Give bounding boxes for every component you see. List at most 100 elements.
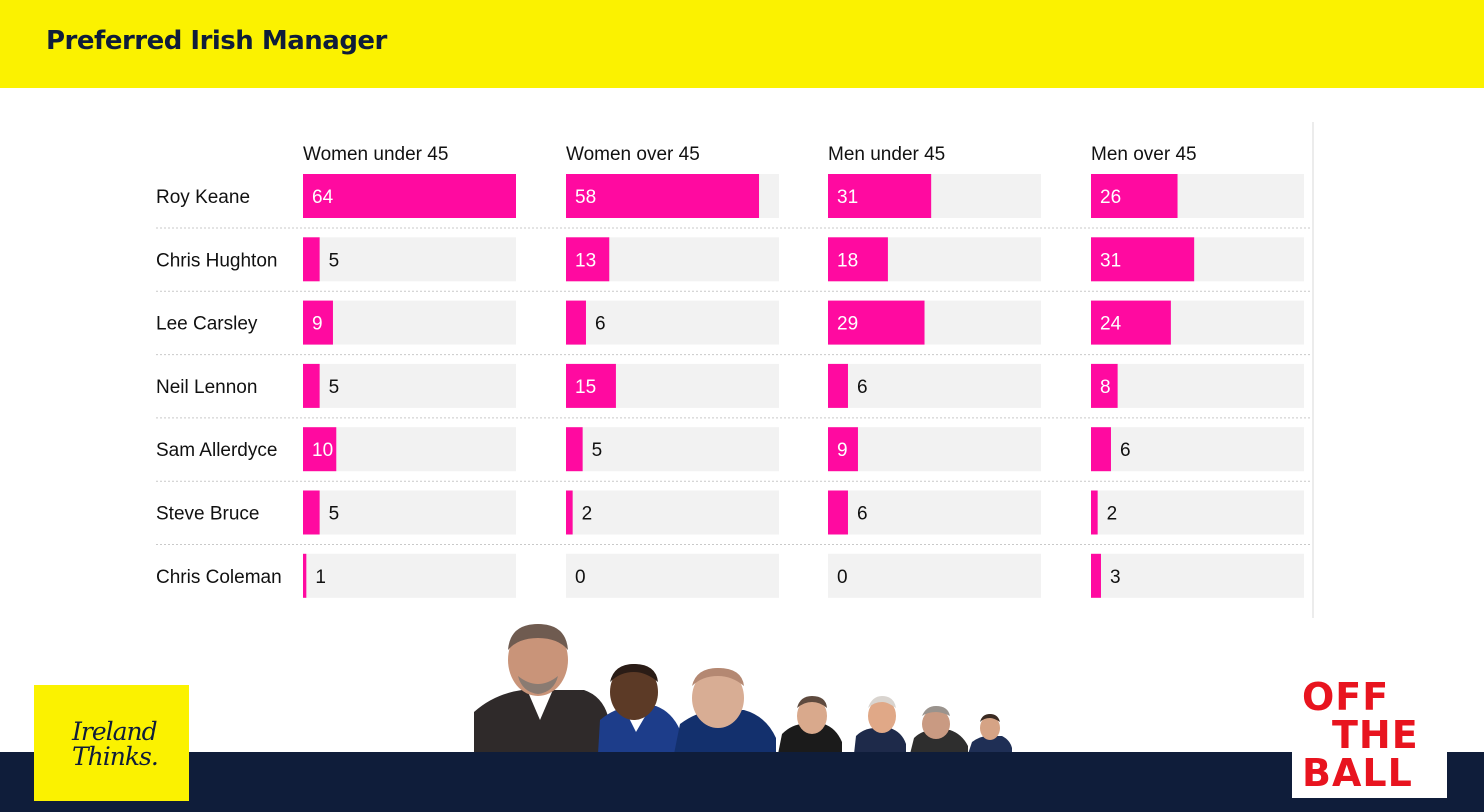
data-label-women-over-45-chris-coleman: 0 [575,567,586,588]
footer-bar [0,752,1484,812]
bar-track [303,490,516,535]
row-label-sam-allerdyce: Sam Allerdyce [156,440,277,461]
bar-women-under-45-neil-lennon [303,363,320,408]
photo-chris-coleman [968,714,1012,754]
bar-women-over-45-neil-lennon [566,363,616,408]
bar-track [828,490,1041,535]
data-label-women-under-45-chris-hughton: 5 [329,250,340,271]
data-label-women-over-45-roy-keane: 58 [575,187,596,208]
bar-women-under-45-chris-hughton [303,237,320,282]
photo-neil-lennon [778,696,842,754]
data-label-men-under-45-steve-bruce: 6 [857,504,868,525]
data-label-women-over-45-neil-lennon: 15 [575,377,596,398]
row-label-chris-coleman: Chris Coleman [156,567,282,588]
data-label-men-over-45-chris-coleman: 3 [1110,567,1121,588]
row-label-neil-lennon: Neil Lennon [156,377,257,398]
data-label-women-under-45-neil-lennon: 5 [329,377,340,398]
row-label-chris-hughton: Chris Hughton [156,250,277,271]
panel-header-men-under-45: Men under 45 [828,144,945,165]
bar-track [828,427,1041,472]
data-label-women-over-45-lee-carsley: 6 [595,314,606,335]
bar-track [1091,490,1304,535]
photo-lee-carsley [674,668,776,754]
bar-track [566,490,779,535]
bar-men-over-45-neil-lennon [1091,363,1118,408]
off-the-ball-logo-line2: THE [1332,713,1419,757]
bar-women-over-45-lee-carsley [566,300,586,345]
manager-photos [474,624,1012,754]
data-label-men-over-45-chris-hughton: 31 [1100,250,1121,271]
data-label-women-under-45-chris-coleman: 1 [315,567,326,588]
bar-track [566,300,779,345]
bar-women-over-45-chris-hughton [566,237,610,282]
bar-men-under-45-neil-lennon [828,363,848,408]
data-label-men-under-45-neil-lennon: 6 [857,377,868,398]
bar-track [303,427,516,472]
off-the-ball-logo-line3: BALL [1302,751,1413,795]
data-label-women-under-45-sam-allerdyce: 10 [312,440,333,461]
data-label-women-under-45-steve-bruce: 5 [329,504,340,525]
bar-women-over-45-steve-bruce [566,490,573,535]
panel-header-women-under-45: Women under 45 [303,144,448,165]
panel-header-men-over-45: Men over 45 [1091,144,1197,165]
bar-men-under-45-steve-bruce [828,490,848,535]
bar-women-under-45-roy-keane [303,174,516,218]
bar-chart: Women under 45 Women over 45 Men under 45 M… [156,144,1310,598]
bar-women-over-45-sam-allerdyce [566,427,583,472]
data-label-men-under-45-chris-coleman: 0 [837,567,848,588]
data-label-men-under-45-sam-allerdyce: 9 [837,440,848,461]
row-label-lee-carsley: Lee Carsley [156,314,258,335]
bar-men-over-45-lee-carsley [1091,300,1171,345]
bar-men-over-45-roy-keane [1091,174,1178,218]
photo-chris-hughton [598,664,680,754]
page-title: Preferred Irish Manager [46,26,387,56]
data-label-women-under-45-roy-keane: 64 [312,187,334,208]
panel-header-women-over-45: Women over 45 [566,144,700,165]
data-label-men-under-45-roy-keane: 31 [837,187,858,208]
data-label-men-over-45-roy-keane: 26 [1100,187,1121,208]
bar-track [1091,553,1304,598]
photo-steve-bruce [910,706,968,754]
data-label-men-over-45-steve-bruce: 2 [1107,504,1118,525]
off-the-ball-logo: OFF THE BALL [1292,672,1447,798]
data-label-women-over-45-sam-allerdyce: 5 [592,440,603,461]
bar-men-over-45-steve-bruce [1091,490,1098,535]
ireland-thinks-logo: Ireland Thinks. [34,685,189,801]
data-label-men-under-45-chris-hughton: 18 [837,250,858,271]
bar-men-over-45-chris-hughton [1091,237,1195,282]
bar-track [1091,427,1304,472]
off-the-ball-logo-line1: OFF [1302,675,1390,719]
header-bar: Preferred Irish Manager [0,0,1484,88]
bar-men-under-45-roy-keane [828,174,932,218]
row-label-roy-keane: Roy Keane [156,187,250,208]
data-label-men-over-45-lee-carsley: 24 [1100,314,1122,335]
bar-track [303,363,516,408]
bar-track [303,237,516,282]
bar-women-under-45-chris-coleman [303,553,307,598]
bar-track [1091,363,1304,408]
bar-track [303,300,516,345]
data-label-women-over-45-chris-hughton: 13 [575,250,596,271]
bar-track [828,553,1041,598]
bar-women-under-45-steve-bruce [303,490,320,535]
data-label-women-over-45-steve-bruce: 2 [582,504,593,525]
bar-women-under-45-lee-carsley [303,300,333,345]
bar-women-over-45-roy-keane [566,174,760,218]
chart-divider [1312,122,1314,618]
bar-men-over-45-chris-coleman [1091,553,1101,598]
data-label-men-over-45-neil-lennon: 8 [1100,377,1111,398]
bar-track [566,553,779,598]
bar-track [566,427,779,472]
photo-sam-allardyce [854,696,906,754]
bar-women-under-45-sam-allerdyce [303,427,337,472]
photo-roy-keane [474,624,608,754]
bar-track [303,553,516,598]
data-label-men-over-45-sam-allerdyce: 6 [1120,440,1131,461]
ireland-thinks-logo-line2: Thinks. [72,742,159,771]
bar-men-under-45-lee-carsley [828,300,925,345]
bar-men-under-45-sam-allerdyce [828,427,858,472]
bar-track [828,363,1041,408]
data-label-men-under-45-lee-carsley: 29 [837,314,858,335]
bar-men-over-45-sam-allerdyce [1091,427,1111,472]
row-label-steve-bruce: Steve Bruce [156,504,260,525]
